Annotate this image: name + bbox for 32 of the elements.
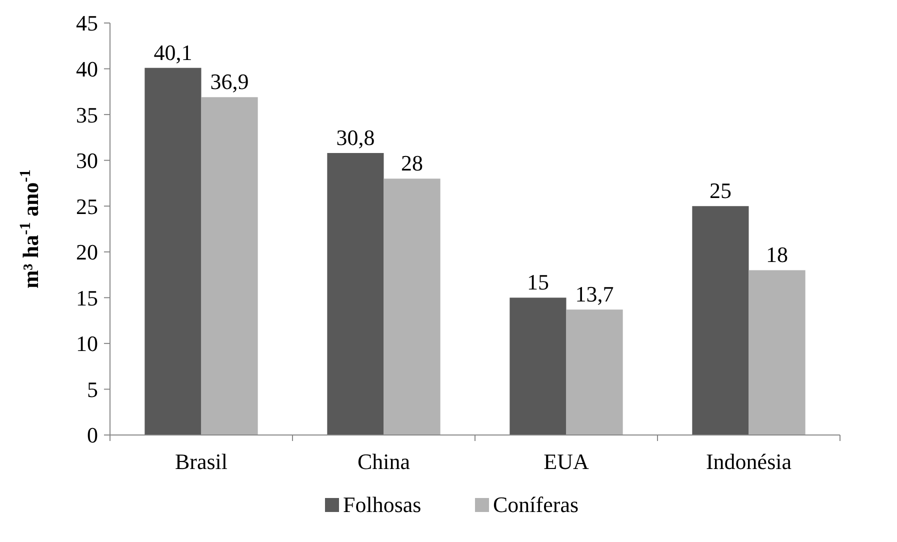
bar xyxy=(748,270,806,435)
x-tick-label: Indonésia xyxy=(706,449,792,474)
y-tick-label: 35 xyxy=(76,102,98,128)
data-label: 30,8 xyxy=(336,125,375,150)
x-tick-label: Brasil xyxy=(174,449,228,474)
y-tick-label: 0 xyxy=(87,422,98,448)
data-label: 40,1 xyxy=(154,40,192,65)
data-label: 15 xyxy=(526,270,549,295)
bar xyxy=(327,153,384,435)
data-label: 13,7 xyxy=(575,282,614,307)
data-label: 36,9 xyxy=(210,69,249,94)
data-label: 28 xyxy=(401,150,424,176)
y-tick-label: 10 xyxy=(76,331,98,356)
y-tick-label: 20 xyxy=(76,240,98,265)
x-tick-label: EUA xyxy=(544,449,589,474)
legend-label: Coníferas xyxy=(493,492,579,517)
legend-label: Folhosas xyxy=(343,492,422,517)
bar xyxy=(144,68,202,435)
bar xyxy=(692,206,749,435)
data-label: 25 xyxy=(709,178,732,204)
y-tick-label: 45 xyxy=(76,10,98,36)
y-tick-label: 15 xyxy=(76,285,98,310)
y-tick-label: 40 xyxy=(76,56,98,82)
y-tick-label: 5 xyxy=(87,376,98,402)
bar xyxy=(566,310,623,435)
bar xyxy=(510,298,566,435)
data-label: 18 xyxy=(766,242,788,268)
bar xyxy=(201,97,258,435)
x-tick-label: China xyxy=(357,449,410,474)
y-tick-label: 25 xyxy=(76,194,98,219)
y-tick-label: 30 xyxy=(76,148,98,174)
bar xyxy=(384,178,440,435)
